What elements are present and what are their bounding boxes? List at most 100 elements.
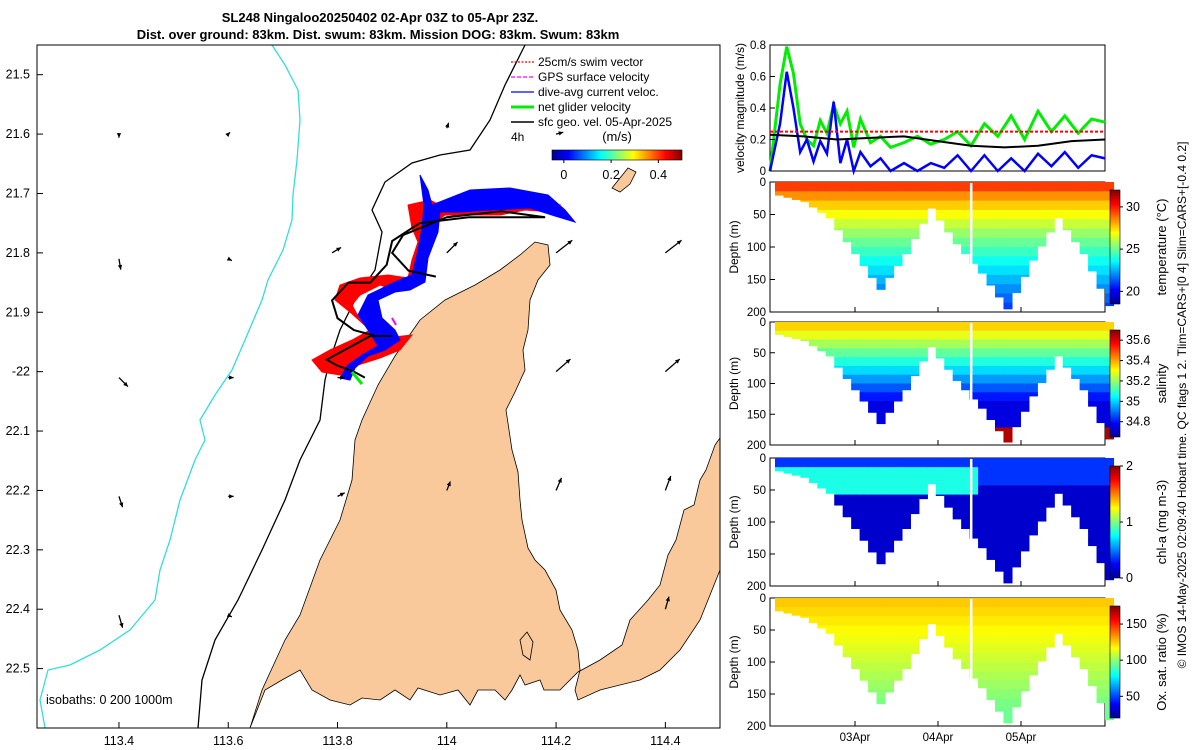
section-cell — [885, 494, 895, 505]
section-cell — [969, 339, 979, 349]
section-cell — [1062, 467, 1072, 477]
section-cell — [1062, 476, 1072, 487]
section-cell — [1003, 643, 1013, 654]
section-cell — [910, 643, 920, 654]
section-cell — [978, 383, 988, 393]
section-cell — [1020, 274, 1030, 277]
section-cell — [978, 322, 988, 332]
section-cell — [876, 558, 886, 565]
section-cell — [918, 616, 928, 627]
section-cell — [1020, 671, 1030, 681]
section-cell — [1020, 374, 1030, 385]
section-cell — [918, 467, 928, 477]
section-cell — [995, 237, 1005, 248]
section-cell — [1011, 322, 1021, 332]
section-cell — [995, 634, 1005, 645]
section-cell — [893, 237, 903, 248]
section-cell — [893, 392, 903, 402]
geo-vector-head — [340, 375, 345, 380]
section-cell — [1003, 339, 1013, 349]
section-cell — [1037, 512, 1047, 522]
section-cell — [935, 182, 945, 192]
section-cell — [1062, 339, 1072, 349]
section-cell — [1020, 357, 1030, 367]
section-cell — [808, 476, 818, 484]
section-cell — [859, 467, 869, 477]
section-cell — [995, 209, 1005, 220]
section-cell — [952, 634, 962, 645]
map-legend: 25cm/s swim vector GPS surface velocity … — [511, 55, 683, 182]
section-cell — [1062, 191, 1072, 202]
section-cell — [969, 247, 979, 257]
section-cell — [1003, 302, 1013, 310]
section-cell — [893, 200, 903, 211]
section-cell — [876, 237, 886, 248]
section-cell — [834, 191, 844, 202]
section-cell — [868, 409, 878, 413]
map-y-tick-label: 22.4 — [6, 602, 30, 616]
section-cell — [876, 458, 886, 468]
section-cell — [1037, 485, 1047, 496]
section-cell — [1037, 643, 1047, 654]
isobath-1000m — [39, 44, 301, 729]
section-cell — [1105, 625, 1115, 636]
section-cell — [868, 549, 878, 553]
section-cell — [842, 598, 852, 608]
section-cell — [1003, 182, 1013, 192]
section-cell — [910, 512, 920, 515]
section-cell — [1011, 467, 1021, 477]
section-cell — [969, 200, 979, 211]
section-cell — [995, 476, 1005, 487]
section-cell — [800, 330, 810, 341]
section-cell — [986, 418, 996, 420]
section-cell — [1028, 191, 1038, 202]
section-cell — [935, 598, 945, 608]
section-cell — [1088, 467, 1098, 477]
section-cell — [986, 274, 996, 285]
section-cell — [918, 458, 928, 468]
section-cell — [893, 625, 903, 636]
section-cell — [868, 476, 878, 487]
section-cell — [1011, 200, 1021, 211]
section-cell — [1003, 357, 1013, 367]
section-cell — [969, 671, 979, 679]
section-cell — [1020, 256, 1030, 267]
section-cell — [885, 671, 895, 681]
section-cell — [1105, 427, 1115, 437]
section-cell — [1003, 485, 1013, 496]
section-cell — [885, 374, 895, 385]
geo-vector-head — [567, 240, 573, 245]
section-cell — [775, 330, 785, 335]
section-cell — [944, 625, 954, 636]
section-cell — [1037, 476, 1047, 487]
cbar-label: temperature (°C) — [1154, 199, 1169, 296]
section-cell — [1088, 634, 1098, 645]
section-cell — [969, 365, 979, 376]
section-cell — [808, 182, 818, 192]
section-cell — [885, 322, 895, 332]
section-cell — [1105, 576, 1115, 581]
section-cell — [910, 209, 920, 220]
section-cell — [1003, 237, 1013, 248]
section-cell — [1020, 209, 1030, 220]
velocity-axes-frame — [769, 44, 1106, 172]
section-cell — [969, 191, 979, 202]
section-cell — [1105, 256, 1115, 267]
section-cell — [1045, 598, 1055, 608]
section-cell — [885, 549, 895, 553]
section-cell — [1079, 616, 1089, 627]
section-cell — [1003, 247, 1013, 257]
section-cell — [842, 200, 852, 211]
section-cell — [1037, 209, 1047, 220]
section-cell — [1045, 322, 1055, 332]
section-cell — [918, 494, 928, 500]
section-cell — [817, 339, 827, 349]
section-cell — [1105, 662, 1115, 672]
section-cell — [1088, 522, 1098, 532]
section-cell — [1003, 671, 1013, 681]
geo-vector-head — [116, 133, 122, 138]
section-cell — [986, 689, 996, 700]
section-cell — [800, 616, 810, 618]
section-cell — [978, 671, 988, 681]
